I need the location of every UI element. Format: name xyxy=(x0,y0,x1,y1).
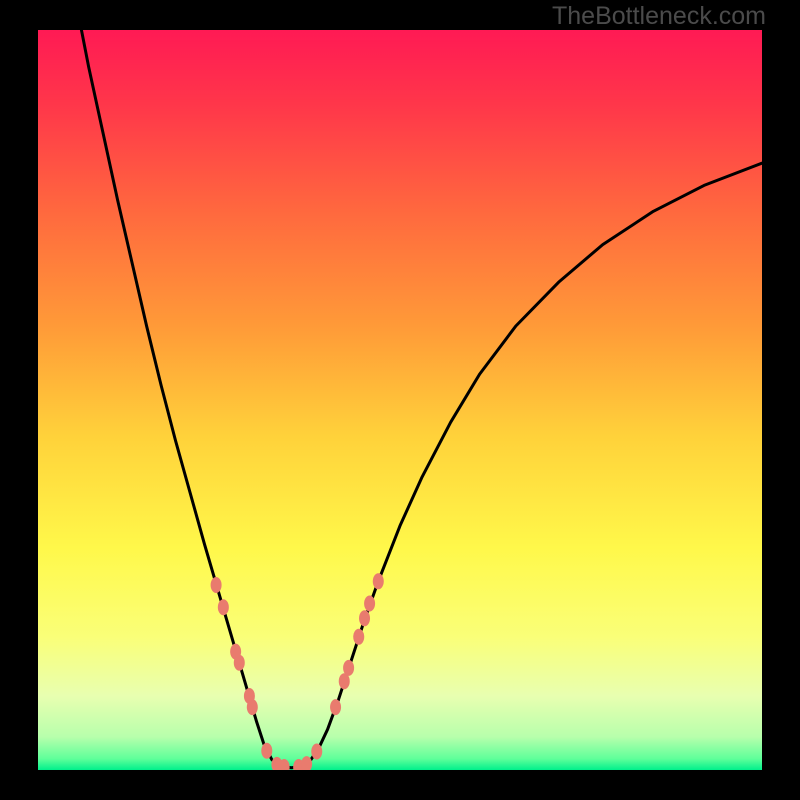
curve-marker xyxy=(364,596,375,612)
curve-marker xyxy=(343,660,354,676)
curve-marker xyxy=(261,743,272,759)
curve-marker xyxy=(234,655,245,671)
bottleneck-curve xyxy=(81,30,762,768)
curve-markers xyxy=(211,573,384,770)
curve-layer xyxy=(38,30,762,770)
curve-marker xyxy=(353,629,364,645)
plot-area xyxy=(38,30,762,770)
curve-marker xyxy=(373,573,384,589)
curve-marker xyxy=(359,610,370,626)
curve-marker xyxy=(211,577,222,593)
curve-marker xyxy=(247,699,258,715)
curve-marker xyxy=(311,744,322,760)
curve-marker xyxy=(330,699,341,715)
watermark-text: TheBottleneck.com xyxy=(552,2,766,31)
curve-marker xyxy=(218,599,229,615)
stage: TheBottleneck.com xyxy=(0,0,800,800)
